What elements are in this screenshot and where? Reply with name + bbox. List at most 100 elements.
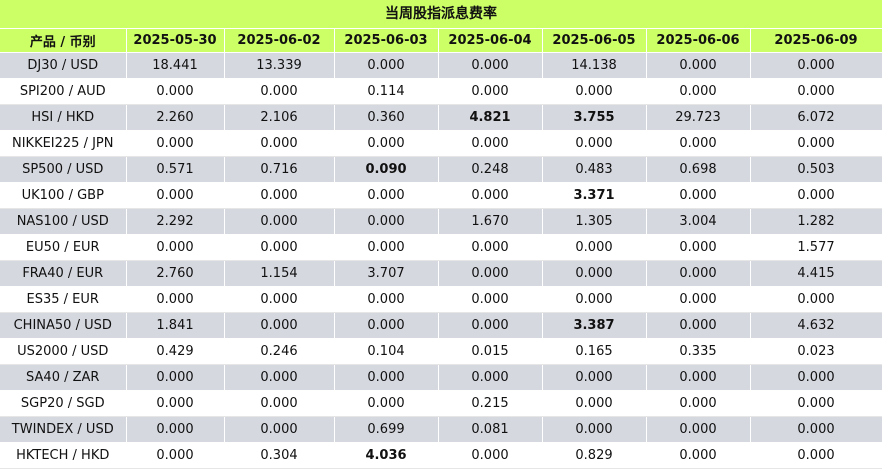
rate-cell: 0.716 [224, 156, 335, 183]
header-row: 产品 / 币别 2025-05-30 2025-06-02 2025-06-03… [0, 29, 882, 53]
rate-cell: 0.246 [224, 338, 335, 365]
rate-cell: 0.000 [542, 130, 647, 157]
rate-cell: 0.000 [224, 78, 335, 105]
rate-cell: 0.000 [438, 364, 543, 391]
rate-cell: 2.260 [126, 104, 225, 131]
rate-cell: 0.000 [646, 182, 751, 209]
rate-cell: 0.000 [646, 234, 751, 261]
rate-cell: 0.000 [438, 286, 543, 313]
rate-cell: 0.829 [542, 442, 647, 469]
rate-cell: 29.723 [646, 104, 751, 131]
table-row: EU50 / EUR 0.000 0.000 0.000 0.000 0.000 0.000… [0, 234, 882, 261]
rate-cell: 1.670 [438, 208, 543, 235]
rate-cell: 0.000 [126, 416, 225, 443]
rate-cell: 0.000 [126, 182, 225, 209]
rate-cell: 0.165 [542, 338, 647, 365]
table-row: HSI / HKD 2.260 2.106 0.360 4.821 3.755 29.723… [0, 104, 882, 131]
rate-cell: 3.004 [646, 208, 751, 235]
product-cell: FRA40 / EUR [0, 260, 127, 287]
rate-cell: 0.000 [334, 234, 439, 261]
rate-cell: 0.503 [750, 156, 882, 183]
header-product: 产品 / 币别 [0, 29, 127, 53]
rate-cell: 0.000 [750, 416, 882, 443]
rate-cell: 0.698 [646, 156, 751, 183]
rate-cell: 0.000 [438, 260, 543, 287]
rate-cell: 0.000 [646, 260, 751, 287]
product-cell: ES35 / EUR [0, 286, 127, 313]
rate-cell: 0.000 [438, 312, 543, 339]
product-cell: UK100 / GBP [0, 182, 127, 209]
rate-cell: 0.000 [126, 234, 225, 261]
rate-cell: 0.023 [750, 338, 882, 365]
rate-cell: 3.371 [542, 182, 647, 209]
rate-cell: 14.138 [542, 52, 647, 79]
product-cell: NIKKEI225 / JPN [0, 130, 127, 157]
rate-cell: 0.000 [224, 130, 335, 157]
table-row: UK100 / GBP 0.000 0.000 0.000 0.000 3.371 0.00… [0, 182, 882, 209]
rate-cell: 0.000 [334, 364, 439, 391]
table-row: DJ30 / USD 18.441 13.339 0.000 0.000 14.138 0.… [0, 52, 882, 79]
rate-cell: 0.248 [438, 156, 543, 183]
rate-cell: 0.000 [224, 364, 335, 391]
header-date: 2025-06-06 [646, 29, 751, 53]
rate-cell: 0.000 [126, 286, 225, 313]
rate-cell: 0.000 [646, 312, 751, 339]
rate-cell: 1.841 [126, 312, 225, 339]
rate-cell: 3.707 [334, 260, 439, 287]
rate-cell: 0.571 [126, 156, 225, 183]
rate-cell: 18.441 [126, 52, 225, 79]
header-date: 2025-06-03 [334, 29, 439, 53]
rate-cell: 0.000 [646, 78, 751, 105]
table-row: FRA40 / EUR 2.760 1.154 3.707 0.000 0.000 0.00… [0, 260, 882, 287]
rate-cell: 0.000 [542, 364, 647, 391]
product-cell: SGP20 / SGD [0, 390, 127, 417]
rate-cell: 0.000 [646, 286, 751, 313]
rate-cell: 2.106 [224, 104, 335, 131]
rate-cell: 4.632 [750, 312, 882, 339]
product-cell: US2000 / USD [0, 338, 127, 365]
table-row: SA40 / ZAR 0.000 0.000 0.000 0.000 0.000 0.000… [0, 364, 882, 391]
product-cell: SA40 / ZAR [0, 364, 127, 391]
rate-cell: 0.000 [224, 416, 335, 443]
rate-cell: 0.000 [438, 130, 543, 157]
rate-cell: 0.000 [438, 78, 543, 105]
rate-cell: 0.000 [224, 390, 335, 417]
rate-cell: 2.760 [126, 260, 225, 287]
rate-cell: 0.000 [750, 52, 882, 79]
header-date: 2025-06-04 [438, 29, 543, 53]
rate-cell: 6.072 [750, 104, 882, 131]
rate-cell: 1.154 [224, 260, 335, 287]
rate-cell: 0.000 [646, 364, 751, 391]
table-row: CHINA50 / USD 1.841 0.000 0.000 0.000 3.387 0.… [0, 312, 882, 339]
rate-cell: 0.000 [750, 78, 882, 105]
rate-cell: 0.081 [438, 416, 543, 443]
rate-cell: 0.000 [334, 182, 439, 209]
product-cell: NAS100 / USD [0, 208, 127, 235]
rate-cell: 0.000 [438, 234, 543, 261]
rate-cell: 0.429 [126, 338, 225, 365]
product-cell: TWINDEX / USD [0, 416, 127, 443]
table-row: NAS100 / USD 2.292 0.000 0.000 1.670 1.305 3.0… [0, 208, 882, 235]
rate-cell: 0.483 [542, 156, 647, 183]
product-cell: HKTECH / HKD [0, 442, 127, 469]
rate-cell: 1.577 [750, 234, 882, 261]
rate-cell: 0.000 [334, 286, 439, 313]
product-cell: DJ30 / USD [0, 52, 127, 79]
table-row: HKTECH / HKD 0.000 0.304 4.036 0.000 0.829 0.0… [0, 442, 882, 469]
product-cell: EU50 / EUR [0, 234, 127, 261]
rate-cell: 0.000 [126, 364, 225, 391]
rate-cell: 4.821 [438, 104, 543, 131]
rate-cell: 0.000 [334, 312, 439, 339]
rate-cell: 0.000 [542, 390, 647, 417]
rate-cell: 2.292 [126, 208, 225, 235]
rate-cell: 0.000 [224, 286, 335, 313]
rate-cell: 0.000 [750, 286, 882, 313]
rate-cell: 0.000 [646, 52, 751, 79]
rate-cell: 0.000 [334, 52, 439, 79]
rate-cell: 1.305 [542, 208, 647, 235]
rate-cell: 0.000 [542, 416, 647, 443]
table-title: 当周股指派息费率 [0, 0, 882, 29]
rate-cell: 0.000 [646, 442, 751, 469]
rate-cell: 0.104 [334, 338, 439, 365]
rate-cell: 0.000 [646, 130, 751, 157]
